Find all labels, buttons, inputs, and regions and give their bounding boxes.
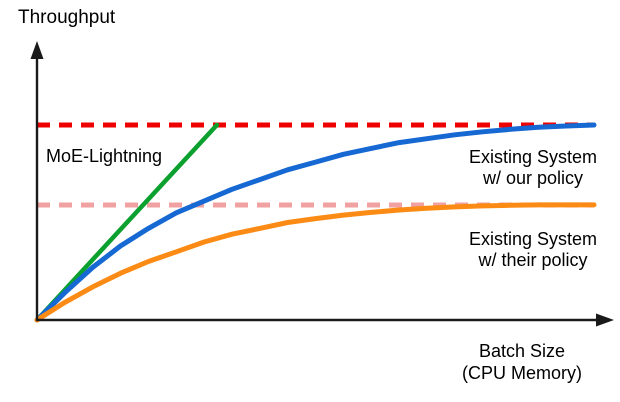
moe-lightning-label-text: MoE-Lightning [46, 146, 163, 166]
series-layer [34, 122, 597, 323]
our-policy-label-line1: Existing System [468, 147, 598, 167]
their-policy-label-line2: w/ their policy [478, 250, 588, 270]
their-policy-label-line1: Existing System [468, 229, 598, 249]
y-axis-arrow-icon [30, 41, 44, 59]
existing-system-w-our-policy-curve [34, 122, 597, 323]
moe-lightning-label: MoE-Lightning [46, 146, 162, 167]
x-axis-arrow-icon [596, 313, 614, 327]
existing-system-w-their-policy-curve [34, 202, 597, 323]
x-axis-label: Batch Size (CPU Memory) [440, 340, 604, 384]
our-policy-label: Existing System w/ our policy [450, 147, 616, 189]
their-policy-label: Existing System w/ their policy [450, 229, 616, 271]
x-axis-label-line2: (CPU Memory) [462, 363, 582, 383]
y-axis-label: Throughput [18, 7, 115, 28]
y-axis-label-text: Throughput [18, 7, 116, 28]
our-policy-label-line2: w/ our policy [482, 168, 584, 188]
x-axis-label-line1: Batch Size [478, 341, 566, 361]
